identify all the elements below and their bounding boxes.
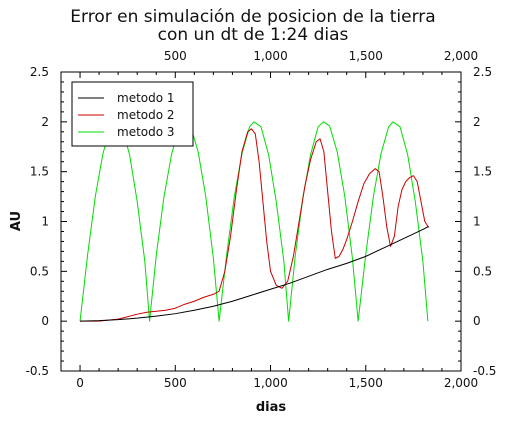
y-tick-label-right: 1.5 [473, 165, 492, 179]
x-tick-label-top: 1,000 [253, 49, 287, 63]
x-tick-label-bottom: 0 [76, 376, 84, 390]
x-tick-label-top: 500 [164, 49, 187, 63]
chart-title-line2: con un dt de 1:24 dias [158, 25, 349, 45]
y-tick-label-left: 0.5 [30, 264, 49, 278]
legend-label-metodo-3: metodo 3 [117, 125, 175, 139]
legend: metodo 1 metodo 2 metodo 3 [72, 82, 193, 146]
y-tick-label-left: -0.5 [26, 364, 49, 378]
y-tick-label-left: 1 [41, 215, 49, 229]
y-tick-label-left: 2 [41, 115, 49, 129]
x-axis-label: dias [256, 400, 287, 415]
y-tick-label-left: 0 [41, 314, 49, 328]
x-tick-label-top: 2,000 [444, 49, 478, 63]
y-tick-label-right: 2.5 [473, 65, 492, 79]
chart-title-line1: Error en simulación de posicion de la ti… [70, 7, 435, 27]
x-tick-label-top: 1,500 [349, 49, 383, 63]
legend-label-metodo-2: metodo 2 [117, 108, 175, 122]
y-tick-label-right: -0.5 [473, 364, 496, 378]
y-tick-label-right: 0.5 [473, 264, 492, 278]
x-tick-label-bottom: 500 [164, 376, 187, 390]
y-tick-label-left: 1.5 [30, 165, 49, 179]
x-tick-label-bottom: 1,500 [349, 376, 383, 390]
y-tick-label-left: 2.5 [30, 65, 49, 79]
y-tick-label-right: 2 [473, 115, 481, 129]
legend-label-metodo-1: metodo 1 [117, 91, 175, 105]
x-tick-label-bottom: 1,000 [253, 376, 287, 390]
y-tick-label-right: 1 [473, 215, 481, 229]
y-axis-label: AU [9, 211, 24, 231]
x-tick-label-bottom: 2,000 [444, 376, 478, 390]
y-tick-label-right: 0 [473, 314, 481, 328]
